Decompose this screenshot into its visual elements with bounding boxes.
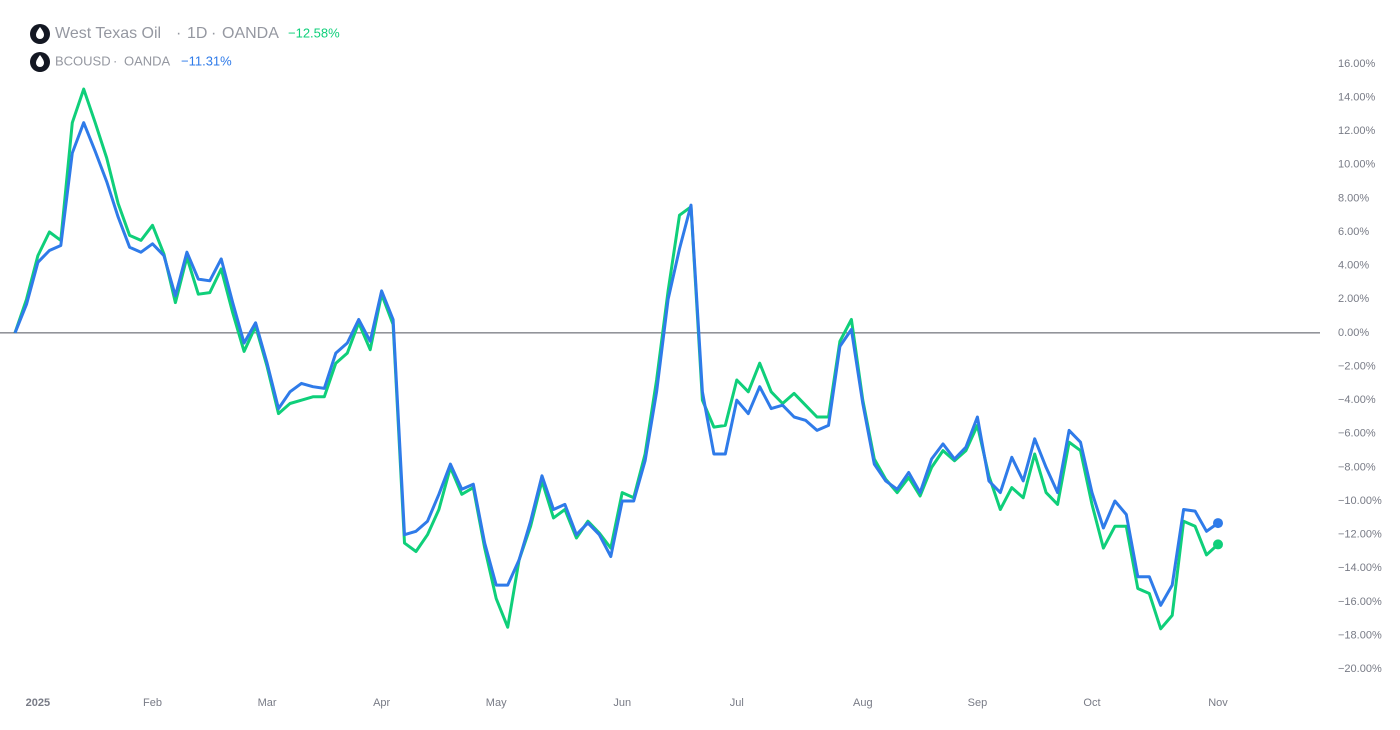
source: OANDA — [222, 25, 279, 42]
series-name: BCOUSD — [55, 53, 111, 68]
change-label: −11.31% — [181, 53, 232, 68]
drop-icon — [36, 27, 44, 39]
separator: · — [113, 53, 117, 68]
x-tick-label: Mar — [258, 697, 277, 709]
x-tick-label: Sep — [968, 697, 988, 709]
drop-icon — [36, 55, 44, 67]
x-tick-label: Jun — [613, 697, 631, 709]
y-tick-label: 6.00% — [1338, 226, 1369, 238]
y-tick-label: −16.00% — [1338, 596, 1382, 608]
x-tick-label: Oct — [1083, 697, 1100, 709]
y-tick-label: 14.00% — [1338, 91, 1376, 103]
series-line — [13, 121, 1219, 607]
y-tick-label: −6.00% — [1338, 428, 1376, 440]
y-tick-label: −20.00% — [1338, 663, 1382, 675]
x-tick-label: Apr — [373, 697, 390, 709]
last-point — [1213, 539, 1223, 550]
y-tick-label: −10.00% — [1338, 495, 1382, 507]
y-tick-label: 2.00% — [1338, 293, 1369, 305]
separator: · — [176, 25, 181, 42]
series-name: West Texas Oil — [55, 25, 161, 42]
separator: · — [211, 25, 216, 42]
series-line — [13, 87, 1220, 631]
x-tick-label: Nov — [1208, 697, 1228, 709]
interval: 1D — [187, 25, 207, 42]
y-tick-label: −8.00% — [1338, 461, 1376, 473]
y-tick-label: −18.00% — [1338, 629, 1382, 641]
y-tick-label: −4.00% — [1338, 394, 1376, 406]
legend: West Texas Oil · 1D · OANDA −12.58% BCOU… — [30, 24, 340, 72]
y-tick-label: 12.00% — [1338, 125, 1376, 137]
y-tick-label: 0.00% — [1338, 327, 1369, 339]
x-tick-label: Aug — [853, 697, 873, 709]
y-tick-label: 16.00% — [1338, 58, 1376, 70]
change-label: −12.58% — [288, 25, 340, 40]
y-tick-label: −14.00% — [1338, 562, 1382, 574]
source: OANDA — [124, 53, 171, 68]
y-tick-label: 8.00% — [1338, 192, 1369, 204]
y-tick-label: −12.00% — [1338, 529, 1382, 541]
y-tick-label: 10.00% — [1338, 159, 1376, 171]
y-tick-label: 4.00% — [1338, 260, 1369, 272]
last-point — [1213, 518, 1223, 529]
x-tick-label: Jul — [730, 697, 744, 709]
x-tick-label: May — [486, 697, 507, 709]
x-tick-label: 2025 — [26, 697, 50, 709]
x-tick-label: Feb — [143, 697, 162, 709]
y-tick-label: −2.00% — [1338, 360, 1376, 372]
